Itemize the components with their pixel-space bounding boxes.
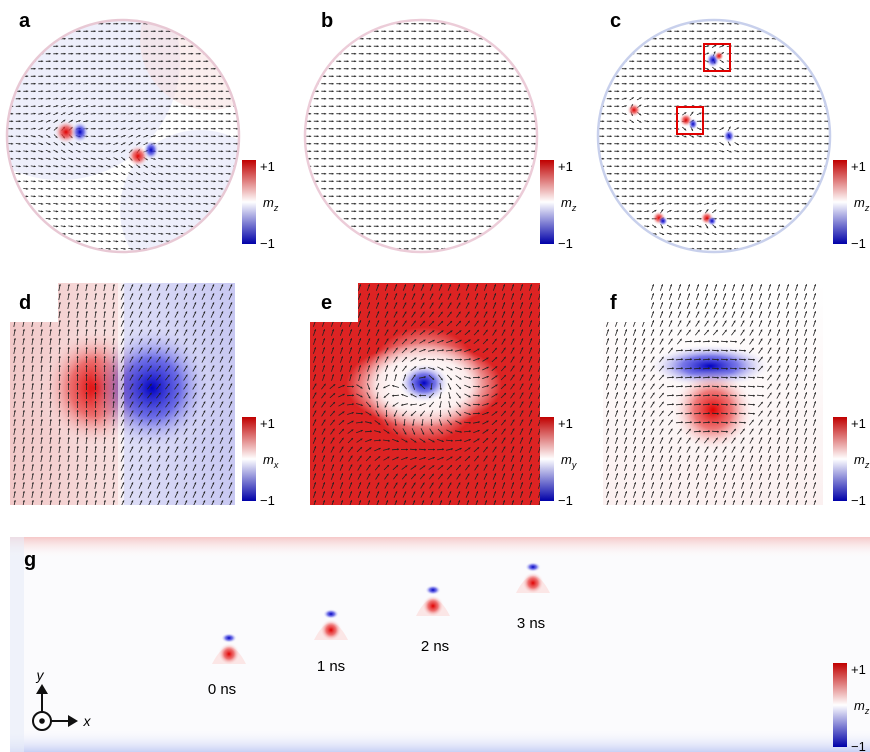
panel-b-rim [303, 18, 539, 254]
colorbar-max-label: +1 [851, 159, 866, 174]
colorbar-gradient [242, 417, 256, 501]
panel-c-core-2 [627, 103, 641, 117]
panel-c-rim [596, 18, 832, 254]
colorbar-a: +1 mz −1 [242, 159, 279, 251]
panel-e [310, 283, 540, 505]
colorbar-max-label: +1 [851, 662, 866, 677]
panel-d-blue-lobe [90, 322, 214, 454]
panel-e-blue-core [398, 363, 450, 403]
panel-f [603, 283, 823, 505]
panel-b [303, 18, 539, 254]
panel-a-rim [5, 18, 241, 254]
colorbar-d: +1 mx −1 [242, 416, 279, 508]
panel-label-c: c [610, 10, 621, 32]
colorbar-gradient [833, 417, 847, 501]
panel-label-b: b [321, 10, 333, 32]
panel-a-blue-core-2 [143, 140, 159, 160]
colorbar-gradient [242, 160, 256, 244]
soliton-0ns [212, 633, 246, 665]
panel-a-red-core [54, 120, 78, 144]
z-dot [39, 718, 45, 724]
panel-c-core-1b [714, 51, 724, 61]
panel-g-bottom-edge [10, 728, 870, 752]
panel-g-left-edge [10, 537, 24, 752]
x-arrow-head [68, 715, 78, 727]
time-label-3: 3 ns [517, 615, 545, 632]
panel-d-wall [118, 283, 124, 505]
panel-a [5, 18, 241, 254]
time-label-0: 0 ns [208, 681, 236, 698]
time-label-2: 2 ns [421, 638, 449, 655]
axes-indicator: y x [32, 667, 92, 731]
colorbar-gradient [833, 663, 847, 747]
panel-g-field [10, 537, 870, 752]
panel-d-arrow-field [13, 284, 233, 505]
colorbar-min-label: −1 [558, 493, 573, 508]
colorbar-min-label: −1 [851, 236, 866, 251]
panel-label-a: a [19, 10, 31, 32]
panel-g-top-edge [10, 537, 870, 559]
panel-c-core-3b [688, 118, 698, 130]
colorbar-f: +1 mz −1 [833, 416, 870, 508]
panel-label-d: d [19, 292, 31, 314]
panel-label-e: e [321, 292, 332, 314]
colorbar-min-label: −1 [851, 739, 866, 752]
y-arrow-head [36, 684, 48, 694]
panel-label-f: f [610, 292, 617, 314]
colorbar-gradient [540, 160, 554, 244]
panel-f-red-lobe [671, 368, 755, 452]
soliton-2ns [416, 585, 450, 617]
panel-c-highlight-box-1 [703, 43, 731, 72]
colorbar-symbol: mz [854, 195, 870, 213]
colorbar-symbol: mz [854, 452, 870, 470]
colorbar-symbol: mx [263, 452, 279, 470]
colorbar-gradient [833, 160, 847, 244]
colorbar-min-label: −1 [558, 236, 573, 251]
colorbar-max-label: +1 [260, 416, 275, 431]
panel-label-g: g [24, 549, 36, 571]
time-label-1: 1 ns [317, 658, 345, 675]
colorbar-min-label: −1 [260, 493, 275, 508]
colorbar-max-label: +1 [558, 416, 573, 431]
axis-label-y: y [36, 667, 45, 683]
panel-c-core-4 [723, 129, 735, 143]
panel-c-core-5b [658, 216, 668, 226]
panel-c [596, 18, 832, 254]
colorbar-e: +1 my −1 [540, 416, 577, 508]
panel-d [10, 283, 235, 505]
colorbar-max-label: +1 [260, 159, 275, 174]
colorbar-c: +1 mz −1 [833, 159, 870, 251]
soliton-3ns [516, 562, 550, 594]
colorbar-min-label: −1 [851, 493, 866, 508]
soliton-1ns [314, 609, 348, 641]
colorbar-max-label: +1 [558, 159, 573, 174]
panel-g: 0 ns 1 ns 2 ns 3 ns y x [10, 537, 870, 752]
panel-e-arrow-field [312, 284, 540, 505]
panel-c-core-6b [707, 216, 717, 226]
colorbar-b: +1 mz −1 [540, 159, 577, 251]
panel-c-highlight-box-2 [676, 106, 704, 135]
colorbar-max-label: +1 [851, 416, 866, 431]
colorbar-symbol: mz [561, 195, 577, 213]
panel-a-blue-core [71, 121, 89, 143]
colorbar-min-label: −1 [260, 236, 275, 251]
colorbar-symbol: mz [263, 195, 279, 213]
colorbar-gradient [540, 417, 554, 501]
axis-label-x: x [83, 713, 92, 729]
colorbar-symbol: my [561, 452, 577, 470]
